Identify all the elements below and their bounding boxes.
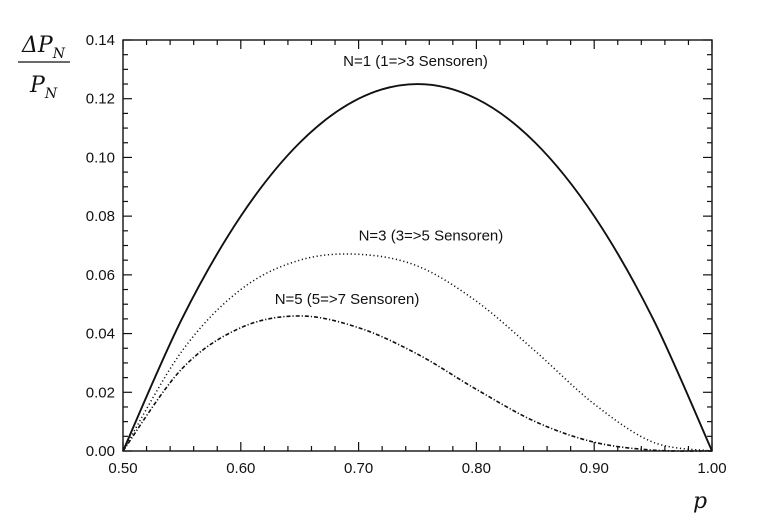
x-tick-label: 0.50 — [108, 460, 137, 477]
y-label-denominator-subscript: N — [44, 86, 58, 102]
y-tick-label: 0.14 — [86, 32, 115, 49]
plot-frame — [122, 39, 713, 452]
y-label-numerator-subscript: N — [52, 46, 66, 62]
x-tick-label: 0.80 — [462, 460, 491, 477]
axes: 0.50 0.60 0.70 0.80 0.90 1.00 0.00 0.02 0.04 0.06… — [86, 32, 727, 477]
svg-text:PN: PN — [29, 73, 58, 102]
series-line-2 — [122, 253, 713, 452]
svg-text:ΔPN: ΔPN — [21, 33, 66, 62]
x-tick-label: 0.60 — [226, 460, 255, 477]
y-tick-label: 0.12 — [86, 91, 115, 108]
series-label-3: N=5 (5=>7 Sensoren) — [275, 291, 420, 308]
y-axis-label: ΔPN PN — [18, 33, 70, 102]
series-line-1 — [122, 83, 713, 452]
series-labels: N=1 (1=>3 Sensoren) N=3 (3=>5 Sensoren) N=… — [275, 53, 504, 308]
x-tick-label: 0.70 — [344, 460, 373, 477]
y-tick-label: 0.06 — [86, 267, 115, 284]
series-group — [122, 83, 713, 452]
y-tick-label: 0.10 — [86, 149, 115, 166]
y-label-denominator: P — [29, 73, 46, 98]
y-tick-label: 0.00 — [86, 443, 115, 460]
y-tick-label: 0.08 — [86, 208, 115, 225]
y-tick-label: 0.02 — [86, 384, 115, 401]
x-axis-label: p — [693, 489, 707, 514]
series-label-1: N=1 (1=>3 Sensoren) — [343, 53, 488, 70]
series-label-2: N=3 (3=>5 Sensoren) — [359, 227, 504, 244]
x-tick-label: 1.00 — [697, 460, 726, 477]
y-label-numerator: ΔP — [21, 33, 54, 58]
x-tick-label: 0.90 — [580, 460, 609, 477]
series-line-3 — [122, 315, 713, 452]
y-tick-label: 0.04 — [86, 326, 115, 343]
